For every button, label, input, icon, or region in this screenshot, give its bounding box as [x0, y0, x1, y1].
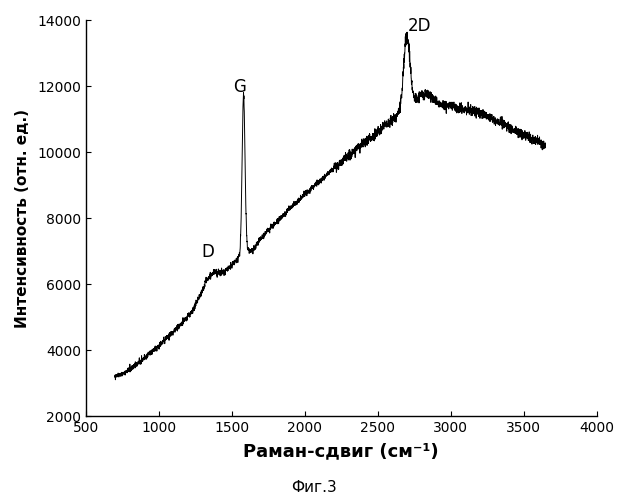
Text: D: D — [201, 243, 214, 261]
X-axis label: Раман-сдвиг (см⁻¹): Раман-сдвиг (см⁻¹) — [243, 442, 439, 460]
Text: Фиг.3: Фиг.3 — [292, 480, 337, 495]
Text: G: G — [233, 78, 246, 96]
Y-axis label: Интенсивность (отн. ед.): Интенсивность (отн. ед.) — [15, 109, 30, 328]
Text: 2D: 2D — [408, 18, 431, 36]
